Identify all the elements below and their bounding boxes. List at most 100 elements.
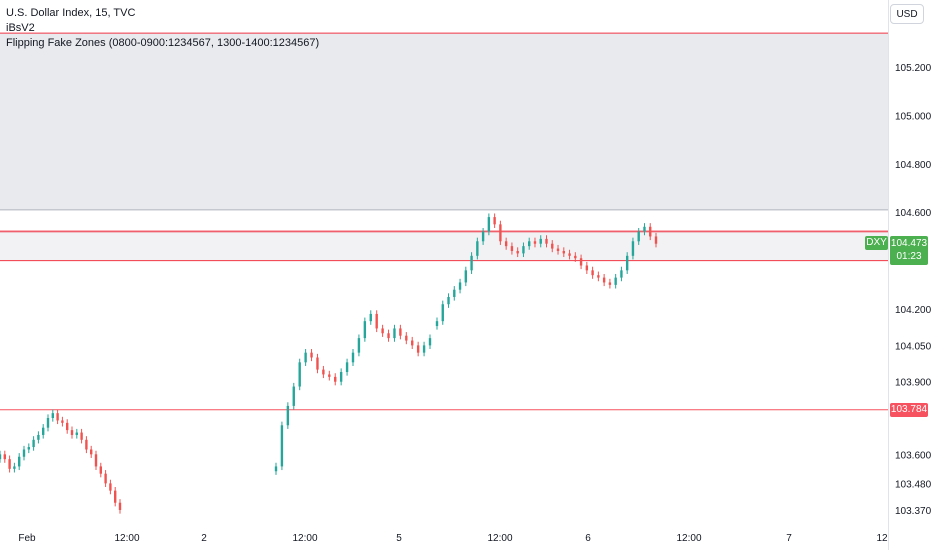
y-tick-label: 105.000 [895, 111, 932, 122]
candle-body [643, 226, 646, 232]
candle-body [114, 490, 117, 503]
candle-body [435, 321, 439, 327]
candle-body [476, 241, 479, 256]
candle-body [464, 270, 468, 283]
symbol-title[interactable]: U.S. Dollar Index, 15, TVC [6, 7, 136, 19]
candle-body [625, 255, 629, 271]
candle-body [493, 217, 496, 225]
candle-body [539, 238, 542, 244]
level-price-badge: 103.784 [890, 403, 928, 417]
x-tick-label: 12:00 [292, 533, 317, 544]
x-tick-label: 12:00 [676, 533, 701, 544]
candle-body [381, 328, 384, 334]
candle-body [533, 241, 537, 244]
currency-button[interactable]: USD [890, 4, 924, 24]
candle-body [551, 243, 554, 249]
candle-body [631, 241, 635, 256]
x-tick-label: 12:00 [487, 533, 512, 544]
candle-body [522, 246, 525, 254]
candle-body [274, 466, 278, 472]
y-tick-label: 103.370 [895, 506, 932, 517]
candle-body [345, 362, 349, 373]
candle-body [8, 459, 11, 469]
candle-body [0, 454, 2, 460]
y-tick-label: 103.900 [895, 378, 932, 389]
candle-body [286, 405, 290, 426]
candle-body [393, 328, 396, 339]
y-axis-ticks: 105.200 105.000 104.800 104.600 104.200 104.0… [895, 63, 932, 517]
y-tick-label: 104.800 [895, 160, 932, 171]
candle-body [351, 352, 355, 363]
candle-body [94, 454, 98, 467]
candle-body [556, 248, 560, 251]
zone-lower [0, 231, 888, 261]
candle-body [80, 432, 83, 440]
candle-body [574, 255, 577, 259]
candle-body [316, 357, 319, 370]
candle-body [339, 372, 343, 382]
candle-body [27, 447, 30, 450]
candle-body [334, 376, 337, 382]
candle-body [70, 430, 74, 435]
countdown: 01:23 [896, 251, 922, 262]
candle-body [602, 277, 606, 283]
x-tick-label: 12:00 [114, 533, 139, 544]
candle-body [375, 313, 378, 329]
candle-body [322, 369, 325, 375]
candle-body [504, 241, 508, 247]
candle-body [310, 352, 313, 358]
price-axis[interactable] [888, 0, 932, 550]
candle-body [637, 231, 640, 242]
zone-upper [0, 33, 888, 210]
candles [0, 213, 658, 514]
x-axis-ticks: Feb 12:00 2 12:00 5 12:00 6 12:00 7 12 [18, 533, 888, 544]
y-tick-label: 103.480 [895, 479, 932, 490]
candle-body [56, 413, 59, 421]
candle-body [405, 335, 408, 341]
candle-body [46, 418, 50, 428]
x-tick-label: 12 [876, 533, 888, 544]
y-tick-label: 104.200 [895, 305, 932, 316]
candle-body [37, 434, 40, 440]
candle-body [516, 250, 519, 254]
candle-body [13, 466, 16, 469]
candle-body [453, 289, 456, 297]
candle-body [614, 277, 617, 285]
y-tick-label: 103.600 [895, 450, 932, 461]
candle-body [292, 386, 295, 406]
candle-body [591, 270, 594, 276]
candle-body [18, 456, 21, 467]
indicator-flipping-fake-zones[interactable]: Flipping Fake Zones (0800-0900:1234567, … [6, 37, 320, 49]
x-tick-label: Feb [18, 533, 36, 544]
candle-body [654, 236, 658, 244]
candle-body [3, 454, 6, 460]
candle-body [568, 253, 571, 256]
candle-body [399, 328, 402, 336]
candle-body [61, 420, 64, 423]
candle-body [387, 333, 390, 339]
candle-body [649, 226, 652, 237]
last-price-badge: 104.473 01:23 [890, 236, 928, 265]
candle-body [458, 282, 462, 290]
x-tick-label: 7 [786, 533, 792, 544]
candle-body [104, 473, 107, 484]
candle-body [90, 449, 93, 455]
candle-body [447, 296, 450, 305]
candle-body [51, 413, 54, 419]
y-tick-label: 104.050 [895, 341, 932, 352]
x-tick-label: 6 [585, 533, 591, 544]
candle-body [85, 439, 88, 450]
candle-body [66, 422, 69, 431]
candle-body [428, 338, 432, 346]
candle-body [75, 432, 78, 435]
candle-body [608, 282, 612, 285]
chart-legend: U.S. Dollar Index, 15, TVC iBsV2 Flippin… [6, 6, 319, 51]
candle-body [118, 502, 122, 510]
candle-body [328, 374, 331, 377]
candle-body [298, 362, 301, 387]
indicator-ibsv2[interactable]: iBsV2 [6, 22, 35, 34]
candle-body [579, 258, 583, 266]
candle-body [528, 241, 531, 247]
candle-body [369, 313, 372, 322]
